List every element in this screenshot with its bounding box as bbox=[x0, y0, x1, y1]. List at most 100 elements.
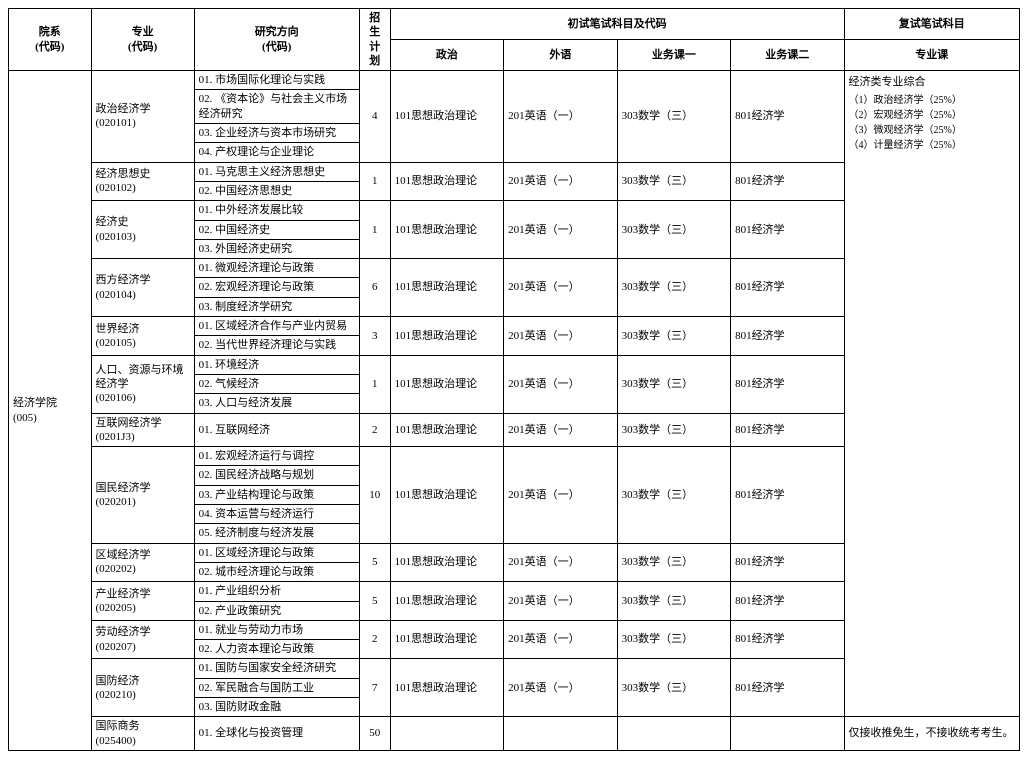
header-prelim: 初试笔试科目及代码 bbox=[390, 9, 844, 40]
plan-cell: 1 bbox=[359, 201, 390, 259]
plan-cell: 1 bbox=[359, 162, 390, 201]
plan-cell: 2 bbox=[359, 620, 390, 659]
header-plan: 招生计划 bbox=[359, 9, 390, 71]
exam-cell: 801经济学 bbox=[731, 447, 844, 543]
plan-cell: 7 bbox=[359, 659, 390, 717]
exam-cell: 101思想政治理论 bbox=[390, 201, 503, 259]
header-course2: 业务课二 bbox=[731, 40, 844, 71]
exam-cell: 303数学（三） bbox=[617, 543, 730, 582]
direction-cell: 01. 区域经济合作与产业内贸易 bbox=[194, 317, 359, 336]
plan-cell: 6 bbox=[359, 259, 390, 317]
exam-cell: 303数学（三） bbox=[617, 659, 730, 717]
direction-cell: 01. 环境经济 bbox=[194, 355, 359, 374]
exam-cell: 101思想政治理论 bbox=[390, 447, 503, 543]
exam-cell: 101思想政治理论 bbox=[390, 659, 503, 717]
direction-cell: 02. 中国经济史 bbox=[194, 220, 359, 239]
exam-cell: 303数学（三） bbox=[617, 162, 730, 201]
direction-cell: 01. 产业组织分析 bbox=[194, 582, 359, 601]
major-cell: 经济史(020103) bbox=[91, 201, 194, 259]
major-cell: 国民经济学(020201) bbox=[91, 447, 194, 543]
exam-cell: 201英语（一） bbox=[504, 413, 617, 447]
direction-cell: 02. 城市经济理论与政策 bbox=[194, 562, 359, 581]
direction-cell: 04. 资本运营与经济运行 bbox=[194, 505, 359, 524]
direction-cell: 01. 全球化与投资管理 bbox=[194, 717, 359, 751]
exam-cell: 303数学（三） bbox=[617, 317, 730, 356]
major-cell: 互联网经济学(0201J3) bbox=[91, 413, 194, 447]
major-cell: 区域经济学(020202) bbox=[91, 543, 194, 582]
plan-cell: 5 bbox=[359, 543, 390, 582]
direction-cell: 01. 宏观经济运行与调控 bbox=[194, 447, 359, 466]
header-retest: 复试笔试科目 bbox=[844, 9, 1019, 40]
header-politics: 政治 bbox=[390, 40, 503, 71]
major-cell: 政治经济学(020101) bbox=[91, 71, 194, 162]
header-dept: 院系(代码) bbox=[9, 9, 92, 71]
exam-cell: 801经济学 bbox=[731, 659, 844, 717]
exam-cell bbox=[731, 717, 844, 751]
direction-cell: 01. 市场国际化理论与实践 bbox=[194, 71, 359, 90]
exam-cell: 201英语（一） bbox=[504, 71, 617, 162]
major-cell: 国防经济(020210) bbox=[91, 659, 194, 717]
exam-cell: 303数学（三） bbox=[617, 447, 730, 543]
direction-cell: 02. 《资本论》与社会主义市场经济研究 bbox=[194, 90, 359, 124]
exam-cell: 801经济学 bbox=[731, 582, 844, 621]
direction-cell: 01. 中外经济发展比较 bbox=[194, 201, 359, 220]
major-cell: 西方经济学(020104) bbox=[91, 259, 194, 317]
exam-cell: 201英语（一） bbox=[504, 447, 617, 543]
direction-cell: 01. 国防与国家安全经济研究 bbox=[194, 659, 359, 678]
plan-cell: 1 bbox=[359, 355, 390, 413]
exam-cell: 101思想政治理论 bbox=[390, 582, 503, 621]
direction-cell: 02. 中国经济思想史 bbox=[194, 181, 359, 200]
exam-cell: 801经济学 bbox=[731, 620, 844, 659]
major-cell: 经济思想史(020102) bbox=[91, 162, 194, 201]
plan-cell: 3 bbox=[359, 317, 390, 356]
exam-cell: 201英语（一） bbox=[504, 582, 617, 621]
exam-cell: 801经济学 bbox=[731, 201, 844, 259]
exam-cell bbox=[390, 717, 503, 751]
direction-cell: 02. 国民经济战略与规划 bbox=[194, 466, 359, 485]
exam-cell: 801经济学 bbox=[731, 317, 844, 356]
direction-cell: 01. 互联网经济 bbox=[194, 413, 359, 447]
header-direction: 研究方向(代码) bbox=[194, 9, 359, 71]
table-row: 国际商务(025400)01. 全球化与投资管理50 仅接收推免生，不接收统考考生… bbox=[9, 717, 1020, 751]
exam-cell: 801经济学 bbox=[731, 543, 844, 582]
exam-cell bbox=[617, 717, 730, 751]
exam-cell bbox=[504, 717, 617, 751]
table-row: 经济学院(005)政治经济学(020101)01. 市场国际化理论与实践4101… bbox=[9, 71, 1020, 90]
major-cell: 国际商务(025400) bbox=[91, 717, 194, 751]
direction-cell: 03. 外国经济史研究 bbox=[194, 239, 359, 258]
exam-cell: 303数学（三） bbox=[617, 620, 730, 659]
plan-cell: 10 bbox=[359, 447, 390, 543]
direction-cell: 02. 产业政策研究 bbox=[194, 601, 359, 620]
direction-cell: 05. 经济制度与经济发展 bbox=[194, 524, 359, 543]
header-foreign: 外语 bbox=[504, 40, 617, 71]
header-course1: 业务课一 bbox=[617, 40, 730, 71]
direction-cell: 03. 人口与经济发展 bbox=[194, 394, 359, 413]
admission-table: 院系(代码) 专业(代码) 研究方向(代码) 招生计划 初试笔试科目及代码 复试… bbox=[8, 8, 1020, 751]
exam-cell: 801经济学 bbox=[731, 413, 844, 447]
exam-cell: 303数学（三） bbox=[617, 259, 730, 317]
exam-cell: 303数学（三） bbox=[617, 71, 730, 162]
exam-cell: 303数学（三） bbox=[617, 582, 730, 621]
exam-cell: 201英语（一） bbox=[504, 659, 617, 717]
major-cell: 人口、资源与环境经济学(020106) bbox=[91, 355, 194, 413]
plan-cell: 50 bbox=[359, 717, 390, 751]
direction-cell: 02. 宏观经济理论与政策 bbox=[194, 278, 359, 297]
direction-cell: 02. 当代世界经济理论与实践 bbox=[194, 336, 359, 355]
exam-cell: 101思想政治理论 bbox=[390, 355, 503, 413]
exam-cell: 201英语（一） bbox=[504, 317, 617, 356]
major-cell: 劳动经济学(020207) bbox=[91, 620, 194, 659]
exam-cell: 101思想政治理论 bbox=[390, 413, 503, 447]
exam-cell: 201英语（一） bbox=[504, 259, 617, 317]
exam-cell: 801经济学 bbox=[731, 71, 844, 162]
exam-cell: 801经济学 bbox=[731, 355, 844, 413]
exam-cell: 801经济学 bbox=[731, 259, 844, 317]
direction-cell: 03. 国防财政金融 bbox=[194, 697, 359, 716]
retest-cell: 仅接收推免生，不接收统考考生。 bbox=[844, 717, 1019, 751]
direction-cell: 02. 人力资本理论与政策 bbox=[194, 640, 359, 659]
direction-cell: 04. 产权理论与企业理论 bbox=[194, 143, 359, 162]
direction-cell: 03. 产业结构理论与政策 bbox=[194, 485, 359, 504]
exam-cell: 303数学（三） bbox=[617, 355, 730, 413]
retest-cell: 经济类专业综合（1）政治经济学（25%）（2）宏观经济学（25%）（3）微观经济… bbox=[844, 71, 1019, 717]
plan-cell: 2 bbox=[359, 413, 390, 447]
direction-cell: 01. 微观经济理论与政策 bbox=[194, 259, 359, 278]
